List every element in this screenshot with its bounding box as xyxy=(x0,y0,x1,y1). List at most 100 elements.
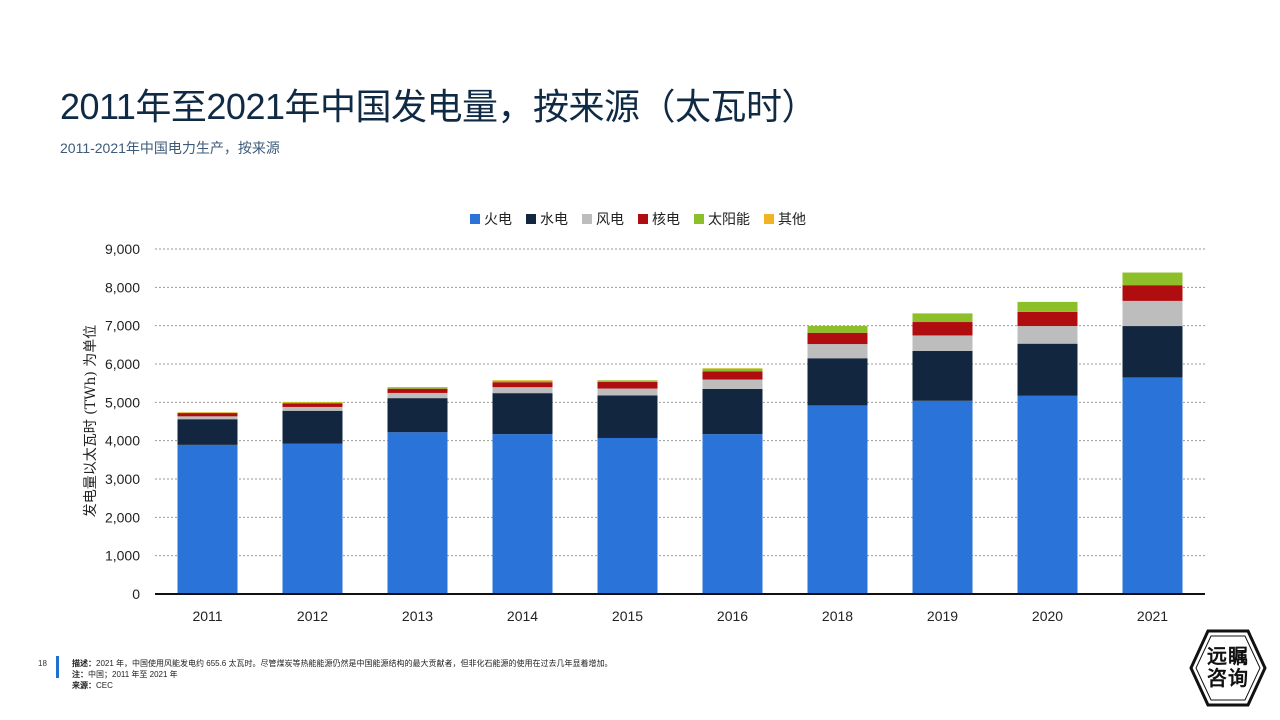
legend-swatch xyxy=(582,214,592,224)
chart-legend: 火电 水电 风电 核电 太阳能 其他 xyxy=(470,210,806,228)
bar-segment xyxy=(597,381,658,389)
bar-segment xyxy=(912,313,973,323)
legend-swatch xyxy=(470,214,480,224)
y-tick-label: 2,000 xyxy=(105,509,140,525)
bar-segment xyxy=(597,395,658,438)
bar-segment xyxy=(807,405,868,594)
x-tick-label: 2015 xyxy=(612,608,643,624)
bar-segment xyxy=(177,416,238,420)
bar-segment xyxy=(702,368,763,372)
company-logo-badge xyxy=(1189,629,1267,707)
bar-segment xyxy=(912,350,973,401)
legend-label: 核电 xyxy=(652,211,680,227)
bar-segment xyxy=(177,413,238,417)
bar-segment xyxy=(177,419,238,445)
bar-segment xyxy=(492,382,553,388)
bar-segment xyxy=(1122,326,1183,378)
bar-segment xyxy=(177,444,238,594)
bar-segment xyxy=(1017,395,1078,594)
bar-segment xyxy=(1017,326,1078,344)
page-title: 2011年至2021年中国发电量，按来源（太瓦时） xyxy=(60,86,818,127)
bar-segment xyxy=(807,358,868,406)
bar-segment xyxy=(492,387,553,394)
logo-line-1: 远瞩 xyxy=(1207,646,1249,668)
y-tick-label: 1,000 xyxy=(105,548,140,564)
bar-segment xyxy=(387,387,448,388)
legend-swatch xyxy=(764,214,774,224)
y-tick-label: 9,000 xyxy=(105,241,140,257)
y-tick-label: 0 xyxy=(132,586,140,602)
legend-label: 风电 xyxy=(596,211,624,227)
x-tick-label: 2014 xyxy=(507,608,538,624)
bar-segment xyxy=(597,437,658,594)
bar-segment xyxy=(597,388,658,396)
bar-segment xyxy=(702,371,763,380)
bar-segment xyxy=(492,380,553,381)
x-tick-label: 2011 xyxy=(192,608,222,624)
bar-segment xyxy=(177,412,238,413)
legend-swatch xyxy=(638,214,648,224)
bar-segment xyxy=(282,443,343,594)
y-tick-label: 7,000 xyxy=(105,318,140,334)
bar-segment xyxy=(1122,300,1183,327)
note-label: 注： xyxy=(72,670,88,679)
x-tick-label: 2012 xyxy=(297,608,328,624)
legend-item: 风电 xyxy=(582,209,624,229)
legend-item: 水电 xyxy=(526,209,568,229)
x-tick-label: 2019 xyxy=(927,608,958,624)
x-tick-label: 2018 xyxy=(822,608,853,624)
bar-segment xyxy=(912,335,973,351)
bar-segment xyxy=(912,322,973,336)
x-tick-label: 2013 xyxy=(402,608,433,624)
bar-segment xyxy=(702,379,763,389)
y-tick-label: 8,000 xyxy=(105,279,140,295)
legend-swatch xyxy=(694,214,704,224)
description-label: 描述： xyxy=(72,659,96,668)
bar-segment xyxy=(1017,311,1078,327)
x-tick-label: 2021 xyxy=(1137,608,1168,624)
bar-segment xyxy=(1017,301,1078,312)
bar-segment xyxy=(1122,272,1183,286)
legend-item: 太阳能 xyxy=(694,209,750,229)
x-tick-label: 2020 xyxy=(1032,608,1063,624)
description-text: 2021 年，中国使用风能发电约 655.6 太瓦时。尽管煤炭等热能能源仍然是中… xyxy=(96,659,613,668)
bar-segment xyxy=(282,406,343,411)
company-logo-text: 远瞩 咨询 xyxy=(1196,646,1260,690)
bar-segment xyxy=(282,402,343,404)
page-subtitle: 2011-2021年中国电力生产，按来源 xyxy=(60,140,280,156)
bar-segment xyxy=(282,403,343,407)
bar-segment xyxy=(1017,343,1078,396)
bar-segment xyxy=(807,344,868,359)
y-tick-label: 6,000 xyxy=(105,356,140,372)
legend-label: 水电 xyxy=(540,211,568,227)
legend-item: 其他 xyxy=(764,209,806,229)
bar-segment xyxy=(387,388,448,393)
x-tick-label: 2016 xyxy=(717,608,748,624)
legend-label: 太阳能 xyxy=(708,211,750,227)
legend-item: 火电 xyxy=(470,209,512,229)
bar-segment xyxy=(912,400,973,594)
page-number: 18 xyxy=(38,659,47,668)
y-tick-label: 3,000 xyxy=(105,471,140,487)
source-label: 来源： xyxy=(72,681,96,690)
bar-segment xyxy=(492,380,553,383)
legend-label: 其他 xyxy=(778,211,806,227)
bar-segment xyxy=(387,392,448,399)
bar-segment xyxy=(492,393,553,435)
bar-segment xyxy=(702,434,763,594)
y-tick-label: 4,000 xyxy=(105,433,140,449)
source-text: CEC xyxy=(96,681,113,690)
note-line: 注：中国；2011 年至 2021 年 xyxy=(72,669,612,680)
bar-segment xyxy=(597,380,658,382)
legend-label: 火电 xyxy=(484,211,512,227)
note-text: 中国；2011 年至 2021 年 xyxy=(88,670,178,679)
bar-segment xyxy=(282,401,343,403)
bar-segment xyxy=(807,325,868,333)
bar-segment xyxy=(387,387,448,389)
logo-line-2: 咨询 xyxy=(1207,668,1249,690)
bar-segment xyxy=(1122,377,1183,594)
footer-accent-bar xyxy=(56,656,59,678)
bar-segment xyxy=(492,434,553,594)
bar-segment xyxy=(387,398,448,433)
